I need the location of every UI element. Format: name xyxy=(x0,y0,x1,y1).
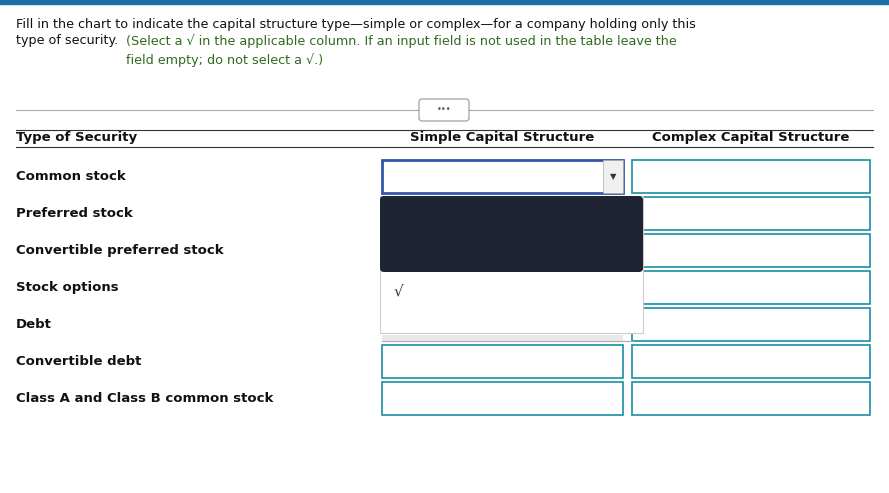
Bar xyxy=(632,308,870,341)
Text: Fill in the chart to indicate the capital structure type—simple or complex—for a: Fill in the chart to indicate the capita… xyxy=(16,18,696,31)
Text: Convertible preferred stock: Convertible preferred stock xyxy=(16,244,224,257)
Text: ▼: ▼ xyxy=(610,172,616,181)
Bar xyxy=(603,160,623,193)
Text: √: √ xyxy=(393,283,403,298)
Text: Class A and Class B common stock: Class A and Class B common stock xyxy=(16,392,274,405)
Bar xyxy=(632,234,870,267)
Text: Common stock: Common stock xyxy=(16,170,125,183)
Text: •••: ••• xyxy=(436,106,452,114)
Bar xyxy=(382,160,623,193)
Bar xyxy=(632,345,870,378)
Bar xyxy=(382,345,623,378)
Text: Preferred stock: Preferred stock xyxy=(16,207,132,220)
Bar xyxy=(382,335,623,341)
Bar xyxy=(380,196,643,333)
Bar xyxy=(382,382,623,415)
Text: type of security.: type of security. xyxy=(16,34,123,47)
Text: Simple Capital Structure: Simple Capital Structure xyxy=(411,132,595,144)
Bar xyxy=(632,271,870,304)
Text: (Select a √ in the applicable column. If an input field is not used in the table: (Select a √ in the applicable column. If… xyxy=(126,34,677,67)
Text: Complex Capital Structure: Complex Capital Structure xyxy=(653,132,850,144)
Bar xyxy=(632,160,870,193)
Text: Debt: Debt xyxy=(16,318,52,331)
Bar xyxy=(632,197,870,230)
Text: Type of Security: Type of Security xyxy=(16,132,137,144)
FancyBboxPatch shape xyxy=(419,99,469,121)
Bar xyxy=(0,0,889,4)
Bar xyxy=(632,382,870,415)
Text: Convertible debt: Convertible debt xyxy=(16,355,141,368)
Text: Stock options: Stock options xyxy=(16,281,118,294)
FancyBboxPatch shape xyxy=(380,196,643,272)
